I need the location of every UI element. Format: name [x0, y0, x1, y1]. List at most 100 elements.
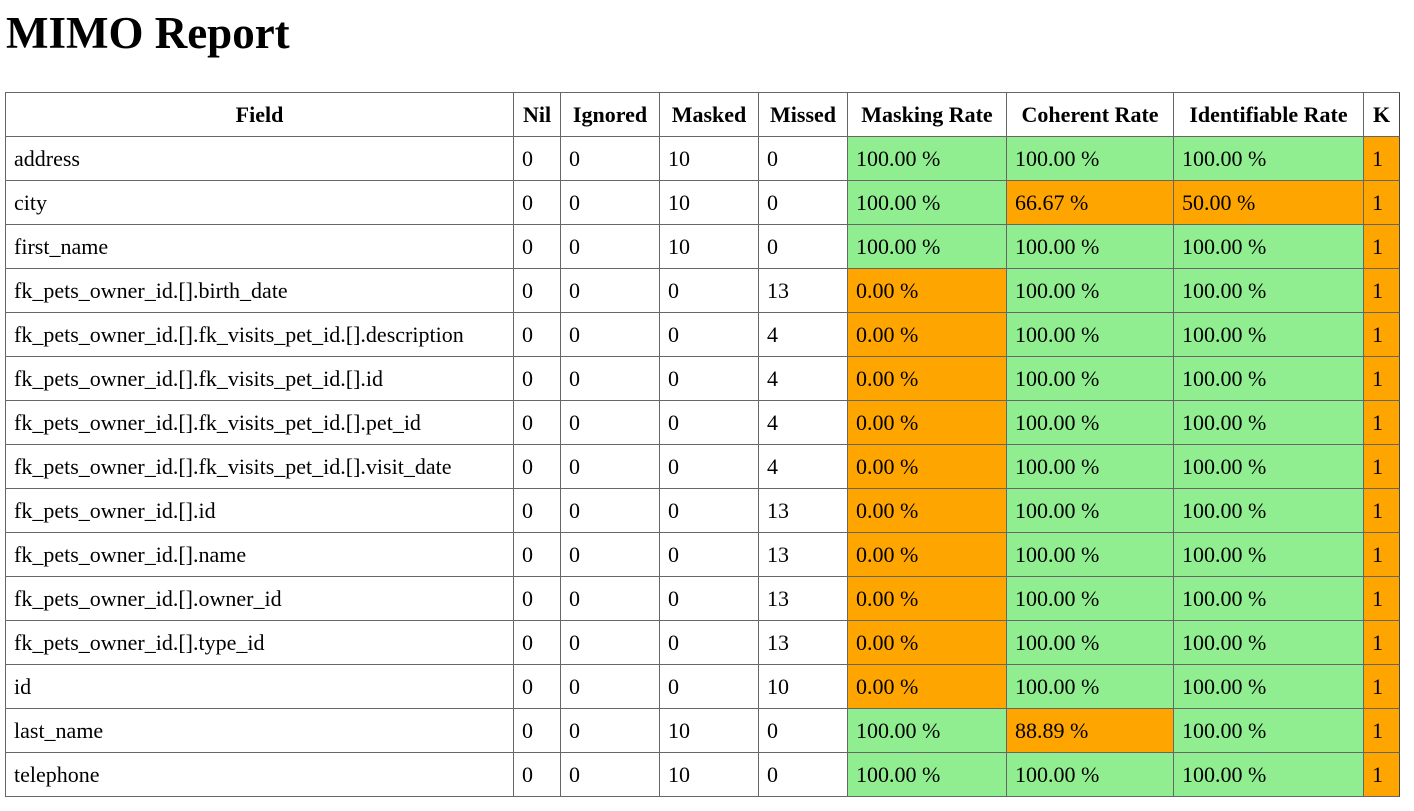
cell-nil: 0	[514, 621, 561, 665]
cell-k: 1	[1364, 225, 1400, 269]
table-body: address 0 0 10 0 100.00 % 100.00 % 100.00 % 1 cit…	[6, 137, 1400, 797]
table-row: fk_pets_owner_id.[].name 0 0 0 13 0.00 % 100.0…	[6, 533, 1400, 577]
cell-coherent-rate: 100.00 %	[1007, 665, 1174, 709]
cell-missed: 0	[759, 709, 848, 753]
table-row: telephone 0 0 10 0 100.00 % 100.00 % 100.00 % 1	[6, 753, 1400, 797]
cell-identifiable-rate: 100.00 %	[1174, 445, 1364, 489]
cell-masked: 0	[660, 665, 759, 709]
cell-masked: 0	[660, 577, 759, 621]
cell-masking-rate: 100.00 %	[848, 137, 1007, 181]
cell-field: fk_pets_owner_id.[].fk_visits_pet_id.[].…	[6, 313, 514, 357]
cell-field: first_name	[6, 225, 514, 269]
cell-ignored: 0	[561, 577, 660, 621]
cell-masking-rate: 0.00 %	[848, 401, 1007, 445]
cell-coherent-rate: 100.00 %	[1007, 313, 1174, 357]
cell-masking-rate: 0.00 %	[848, 665, 1007, 709]
header-field: Field	[6, 93, 514, 137]
cell-coherent-rate: 100.00 %	[1007, 489, 1174, 533]
cell-coherent-rate: 100.00 %	[1007, 445, 1174, 489]
cell-coherent-rate: 66.67 %	[1007, 181, 1174, 225]
cell-identifiable-rate: 100.00 %	[1174, 269, 1364, 313]
cell-masked: 0	[660, 533, 759, 577]
cell-nil: 0	[514, 269, 561, 313]
cell-masking-rate: 0.00 %	[848, 269, 1007, 313]
cell-nil: 0	[514, 357, 561, 401]
cell-masked: 0	[660, 489, 759, 533]
table-row: last_name 0 0 10 0 100.00 % 88.89 % 100.00 % 1	[6, 709, 1400, 753]
table-row: fk_pets_owner_id.[].fk_visits_pet_id.[].…	[6, 313, 1400, 357]
cell-identifiable-rate: 100.00 %	[1174, 533, 1364, 577]
cell-masking-rate: 100.00 %	[848, 225, 1007, 269]
cell-k: 1	[1364, 357, 1400, 401]
cell-k: 1	[1364, 269, 1400, 313]
cell-coherent-rate: 100.00 %	[1007, 225, 1174, 269]
cell-missed: 4	[759, 401, 848, 445]
cell-missed: 4	[759, 313, 848, 357]
cell-ignored: 0	[561, 225, 660, 269]
report-table: Field Nil Ignored Masked Missed Masking …	[5, 92, 1400, 797]
cell-field: address	[6, 137, 514, 181]
cell-k: 1	[1364, 137, 1400, 181]
cell-masking-rate: 0.00 %	[848, 313, 1007, 357]
cell-ignored: 0	[561, 445, 660, 489]
table-row: fk_pets_owner_id.[].fk_visits_pet_id.[].…	[6, 357, 1400, 401]
cell-k: 1	[1364, 489, 1400, 533]
cell-field: fk_pets_owner_id.[].fk_visits_pet_id.[].…	[6, 401, 514, 445]
cell-field: fk_pets_owner_id.[].owner_id	[6, 577, 514, 621]
cell-ignored: 0	[561, 709, 660, 753]
cell-masked: 10	[660, 709, 759, 753]
cell-identifiable-rate: 100.00 %	[1174, 313, 1364, 357]
cell-k: 1	[1364, 665, 1400, 709]
cell-ignored: 0	[561, 269, 660, 313]
cell-identifiable-rate: 100.00 %	[1174, 401, 1364, 445]
cell-masking-rate: 0.00 %	[848, 445, 1007, 489]
cell-field: fk_pets_owner_id.[].name	[6, 533, 514, 577]
cell-k: 1	[1364, 621, 1400, 665]
cell-field: telephone	[6, 753, 514, 797]
cell-masking-rate: 0.00 %	[848, 621, 1007, 665]
cell-masked: 10	[660, 181, 759, 225]
cell-nil: 0	[514, 445, 561, 489]
header-missed: Missed	[759, 93, 848, 137]
cell-nil: 0	[514, 533, 561, 577]
cell-missed: 10	[759, 665, 848, 709]
cell-masking-rate: 0.00 %	[848, 533, 1007, 577]
cell-masking-rate: 0.00 %	[848, 357, 1007, 401]
cell-nil: 0	[514, 709, 561, 753]
cell-k: 1	[1364, 445, 1400, 489]
cell-coherent-rate: 88.89 %	[1007, 709, 1174, 753]
cell-identifiable-rate: 100.00 %	[1174, 489, 1364, 533]
cell-identifiable-rate: 100.00 %	[1174, 753, 1364, 797]
cell-nil: 0	[514, 225, 561, 269]
cell-masked: 0	[660, 313, 759, 357]
header-k: K	[1364, 93, 1400, 137]
cell-masked: 10	[660, 137, 759, 181]
cell-masked: 0	[660, 269, 759, 313]
cell-ignored: 0	[561, 313, 660, 357]
cell-ignored: 0	[561, 489, 660, 533]
cell-missed: 0	[759, 753, 848, 797]
cell-coherent-rate: 100.00 %	[1007, 357, 1174, 401]
cell-ignored: 0	[561, 533, 660, 577]
cell-identifiable-rate: 100.00 %	[1174, 225, 1364, 269]
cell-k: 1	[1364, 577, 1400, 621]
cell-nil: 0	[514, 489, 561, 533]
cell-field: fk_pets_owner_id.[].type_id	[6, 621, 514, 665]
page-title: MIMO Report	[6, 8, 290, 58]
cell-field: last_name	[6, 709, 514, 753]
cell-field: city	[6, 181, 514, 225]
cell-missed: 0	[759, 225, 848, 269]
cell-nil: 0	[514, 577, 561, 621]
cell-field: fk_pets_owner_id.[].fk_visits_pet_id.[].…	[6, 445, 514, 489]
cell-coherent-rate: 100.00 %	[1007, 269, 1174, 313]
cell-coherent-rate: 100.00 %	[1007, 621, 1174, 665]
header-nil: Nil	[514, 93, 561, 137]
cell-masking-rate: 0.00 %	[848, 489, 1007, 533]
cell-k: 1	[1364, 533, 1400, 577]
cell-missed: 13	[759, 621, 848, 665]
cell-coherent-rate: 100.00 %	[1007, 577, 1174, 621]
table-row: fk_pets_owner_id.[].owner_id 0 0 0 13 0.00 % 1…	[6, 577, 1400, 621]
cell-missed: 13	[759, 533, 848, 577]
cell-masking-rate: 100.00 %	[848, 753, 1007, 797]
table-row: fk_pets_owner_id.[].fk_visits_pet_id.[].…	[6, 401, 1400, 445]
